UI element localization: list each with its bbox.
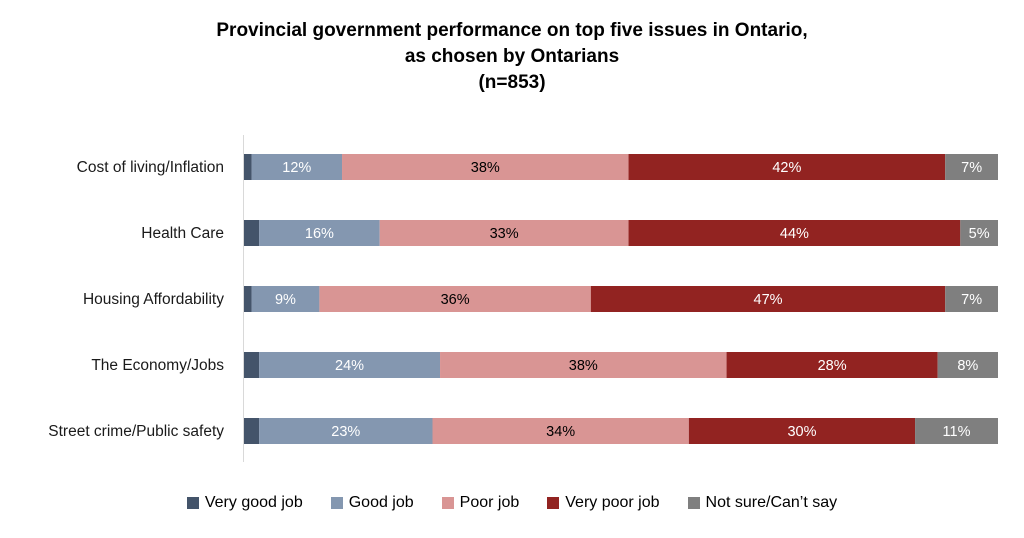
data-label: 7% <box>961 160 982 176</box>
bar-segment <box>590 286 946 312</box>
legend-label: Very poor job <box>565 494 660 511</box>
category-label: Street crime/Public safety <box>48 423 224 440</box>
category-label: Cost of living/Inflation <box>77 159 224 176</box>
bar-segment <box>726 352 938 378</box>
bar-segment <box>915 418 998 444</box>
bar-segment <box>259 352 441 378</box>
bar-segment <box>342 154 629 180</box>
bar-segment <box>937 352 998 378</box>
bar-segment <box>945 286 998 312</box>
bar-segment <box>244 418 260 444</box>
bar-segment <box>440 352 727 378</box>
chart-title-line-2: as chosen by Ontarians <box>404 46 620 67</box>
data-label: 33% <box>490 226 519 242</box>
category-labels-group: Cost of living/Inflation Health Care Housi… <box>48 159 224 440</box>
legend-label: Very good job <box>204 494 303 511</box>
data-label: 47% <box>754 292 783 308</box>
legend-swatch <box>330 497 343 509</box>
legend-label: Poor job <box>459 494 520 511</box>
bar-segment <box>628 154 946 180</box>
bar-segment <box>259 220 380 246</box>
bar-segment <box>251 286 320 312</box>
bar-segment <box>432 418 689 444</box>
data-label: 5% <box>969 226 990 242</box>
bar-segment <box>945 154 998 180</box>
bar-segment <box>259 418 433 444</box>
legend-item: Not sure/Can’t say <box>687 494 838 512</box>
chart-title-line-1: Provincial government performance on top… <box>216 20 808 41</box>
data-label: 11% <box>943 424 971 440</box>
data-label: 34% <box>546 424 575 440</box>
data-label: 8% <box>957 358 978 374</box>
legend-label: Good job <box>348 494 414 511</box>
bar-segment <box>379 220 629 246</box>
legend-swatch <box>186 497 199 509</box>
data-label: 24% <box>335 358 364 374</box>
bar-segment <box>251 154 343 180</box>
category-label: Housing Affordability <box>83 291 224 308</box>
legend: Very good job Good job Poor job Very poor j… <box>0 494 1024 512</box>
bar-segment <box>244 352 260 378</box>
data-label: 16% <box>305 226 334 242</box>
category-label: The Economy/Jobs <box>91 357 224 374</box>
legend-item: Good job <box>330 494 414 512</box>
data-label: 23% <box>331 424 360 440</box>
bar-segment <box>960 220 998 246</box>
data-label: 44% <box>780 226 809 242</box>
legend-swatch <box>687 497 700 509</box>
legend-swatch <box>441 497 454 509</box>
bar-segment <box>688 418 916 444</box>
data-label: 28% <box>818 358 847 374</box>
bars-group: 12% 38% 42% 7% 16% 33% 44% 5% 9% 36% 47% 7% 24% 38% 28… <box>244 154 998 444</box>
data-label: 38% <box>569 358 598 374</box>
data-label: 12% <box>282 160 311 176</box>
bar-segment <box>628 220 961 246</box>
legend-item: Very poor job <box>547 494 660 512</box>
data-label: 7% <box>961 292 982 308</box>
data-label: 42% <box>772 160 801 176</box>
legend-item: Poor job <box>441 494 520 512</box>
data-label: 30% <box>787 424 816 440</box>
legend-swatch <box>547 497 560 509</box>
chart-title: Provincial government performance on top… <box>0 18 1024 96</box>
bar-segment <box>244 220 260 246</box>
bar-segment <box>244 286 252 312</box>
data-label: 9% <box>275 292 296 308</box>
category-label: Health Care <box>141 225 224 242</box>
bar-segment <box>244 154 252 180</box>
legend-label: Not sure/Can’t say <box>705 494 838 511</box>
data-label: 36% <box>441 292 470 308</box>
legend-item: Very good job <box>186 494 303 512</box>
bar-segment <box>319 286 591 312</box>
chart-title-line-3: (n=853) <box>478 72 546 93</box>
data-label: 38% <box>471 160 500 176</box>
